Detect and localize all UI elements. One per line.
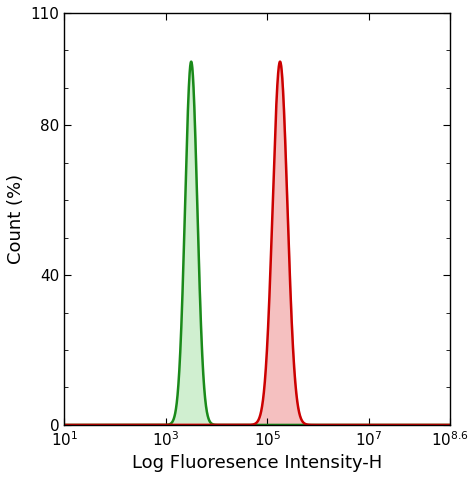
- Y-axis label: Count (%): Count (%): [7, 174, 25, 264]
- X-axis label: Log Fluoresence Intensity-H: Log Fluoresence Intensity-H: [132, 454, 382, 472]
